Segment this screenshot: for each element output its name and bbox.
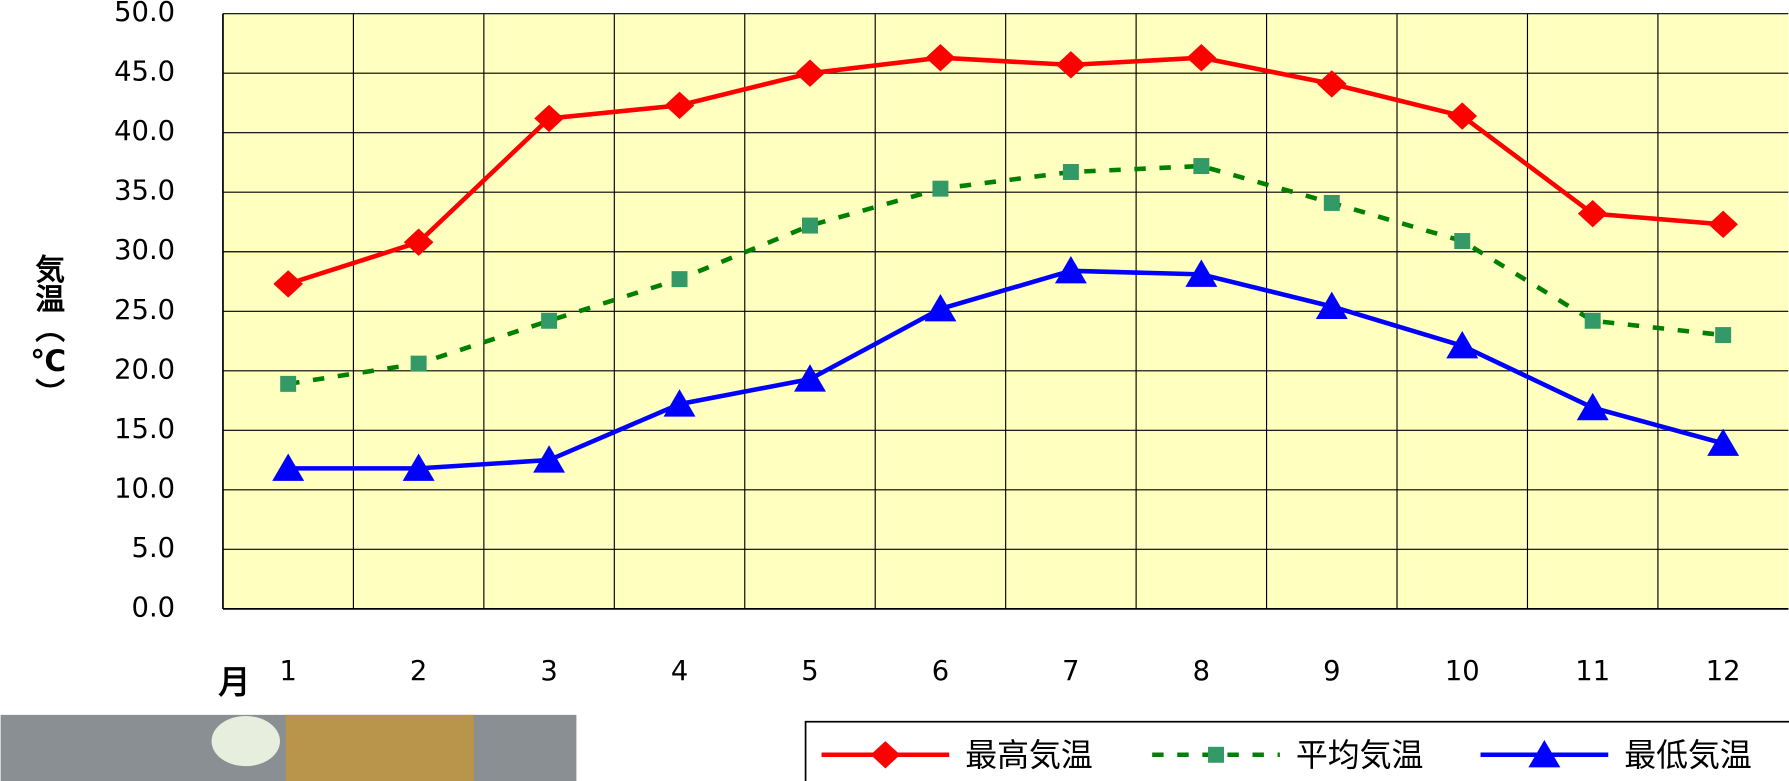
y-tick-label: 40.0 [114,116,175,147]
legend-label: 最低気温 [1624,736,1752,774]
x-tick-label: 10 [1445,656,1480,687]
y-tick-label: 45.0 [114,57,175,88]
marker [1323,194,1340,211]
marker [403,228,434,256]
marker [534,104,564,133]
x-tick-label: 1 [279,656,296,687]
x-tick-label: 11 [1575,656,1610,687]
marker [1054,255,1087,284]
y-tick-label: 20.0 [114,354,175,385]
marker [1316,70,1347,98]
x-tick-label: 12 [1706,656,1741,687]
y-tick-label: 10.0 [114,473,175,504]
y-tick-label: 5.0 [132,533,176,564]
marker [1185,259,1218,287]
x-tick-label: 4 [671,656,688,687]
marker [273,270,304,298]
marker [533,445,566,473]
x-tick-label: 9 [1323,656,1340,687]
marker [272,453,305,481]
photo-object [285,714,474,781]
legend-label: 平均気温 [1296,736,1424,774]
marker [1186,44,1217,72]
legend-label: 最高気温 [965,736,1093,774]
marker [1576,392,1609,421]
legend-marker [1528,739,1561,768]
y-tick-label: 0.0 [132,592,176,623]
y-tick-label: 30.0 [114,235,175,266]
marker [1446,330,1479,359]
x-tick-label: 8 [1193,656,1210,687]
x-tick-label: 3 [540,656,557,687]
y-tick-label: 50.0 [114,0,175,28]
marker [671,271,688,288]
x-tick-label: 2 [410,656,427,687]
marker [794,364,826,392]
x-tick-label: 7 [1062,656,1079,687]
marker [1584,312,1601,329]
series-line [287,55,1724,287]
marker [1577,199,1608,228]
x-tick-label: 5 [801,656,818,687]
legend-box [804,720,1789,781]
y-tick-label: 15.0 [114,414,175,445]
plot-area [222,13,1789,610]
marker [1062,164,1079,180]
marker [925,44,956,72]
marker [1707,428,1740,456]
marker [924,294,957,322]
y-axis-title: 気温（℃） [31,254,66,408]
x-tick-label: 6 [932,656,949,687]
marker [1708,210,1738,239]
marker [1715,327,1732,344]
y-tick-label: 25.0 [114,295,175,326]
marker [1193,158,1210,175]
marker [410,355,427,372]
marker [663,389,696,417]
marker [664,91,695,120]
photo-object [211,716,280,767]
legend-marker [870,741,901,769]
marker [280,375,297,392]
marker [795,59,825,87]
y-tick-label: 35.0 [114,176,175,207]
legend-marker [1208,746,1225,763]
series-line [288,268,1724,471]
marker [402,453,435,481]
marker [802,217,818,234]
x-axis-title: 月 [218,663,250,701]
marker [1454,233,1471,250]
marker [1315,291,1348,320]
marker [541,312,558,329]
marker [1447,102,1478,130]
marker [932,180,949,197]
